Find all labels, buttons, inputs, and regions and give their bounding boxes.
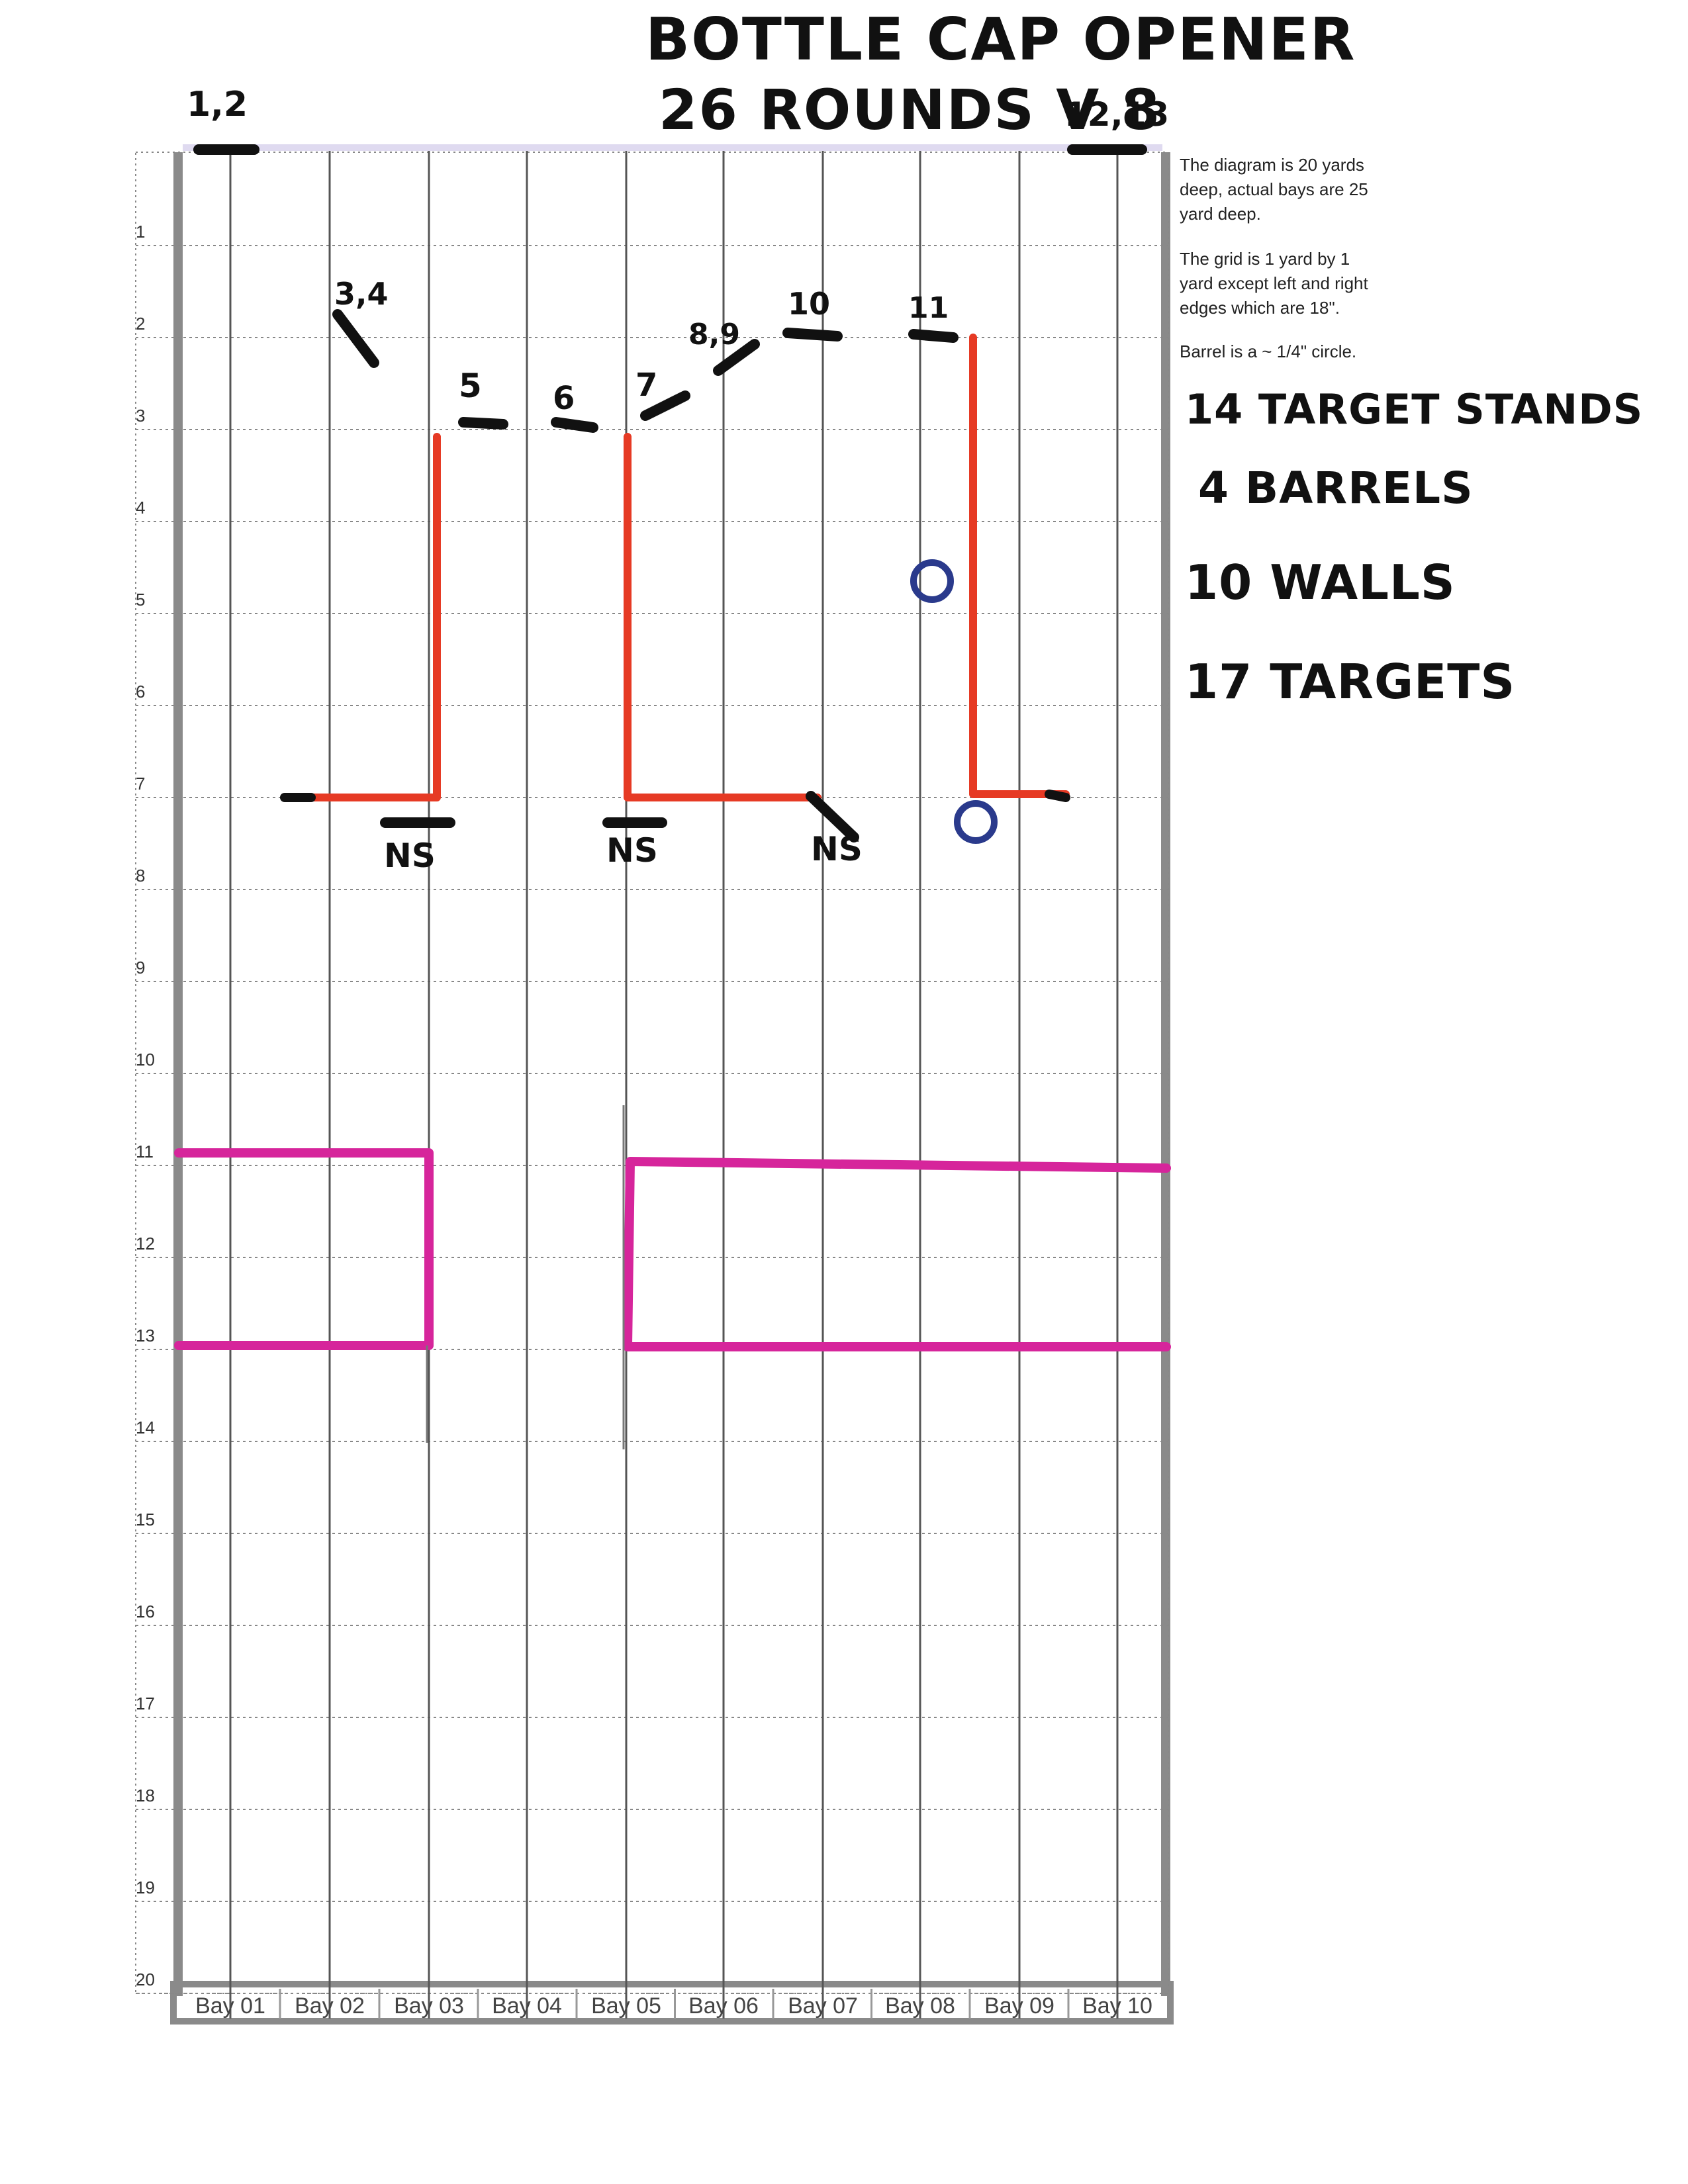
total-line: 10 WALLS [1185, 555, 1456, 610]
target-stand-icon [332, 309, 379, 368]
target-number-label: 12,13 [1064, 95, 1169, 134]
target-number-label: 6 [553, 380, 575, 417]
target-stand-icon [640, 390, 690, 421]
row-number-label: 18 [136, 1786, 155, 1805]
target-number-label: 5 [459, 367, 482, 405]
target-number-label: 10 [788, 286, 830, 322]
stage-totals: 14 TARGET STANDS 4 BARRELS 10 WALLS 17 TARG… [1185, 385, 1643, 709]
row-number-label: 5 [136, 590, 145, 610]
row-number-label: 15 [136, 1510, 155, 1529]
note-line: edges which are 18". [1180, 298, 1340, 318]
row-number-label: 13 [136, 1326, 155, 1345]
bay-label: Bay 02 [295, 1993, 365, 2019]
note-line: Barrel is a ~ 1/4" circle. [1180, 341, 1356, 361]
row-number-label: 16 [136, 1602, 155, 1621]
wall-end-cap [1045, 790, 1070, 802]
walls [174, 334, 1171, 1449]
target-number-labels: 1,2 3,4 5 6 7 8,9 10 11 12,13 [187, 85, 1169, 417]
no-shoot-label: NS [384, 837, 436, 875]
wall-magenta-left [174, 1148, 434, 1350]
barrels [910, 559, 998, 844]
wall-red-left [284, 433, 441, 801]
bay-label: Bay 08 [885, 1993, 955, 2019]
diagram-notes: The diagram is 20 yards deep, actual bays… [1180, 155, 1368, 361]
bay-label-frame [170, 1981, 1174, 2025]
row-number-label: 1 [136, 222, 145, 242]
target-number-label: 3,4 [334, 276, 389, 312]
target-number-label: 11 [908, 291, 949, 325]
note-line: yard deep. [1180, 204, 1261, 224]
bay-label: Bay 07 [788, 1993, 858, 2019]
no-shoot-label: NS [811, 830, 863, 868]
target-stand-icon [713, 339, 760, 376]
row-number-label: 10 [136, 1050, 155, 1069]
wall-red-center [624, 433, 821, 801]
row-number-label: 3 [136, 406, 145, 426]
total-line: 14 TARGET STANDS [1185, 385, 1643, 433]
barrel-icon [954, 800, 998, 844]
bay-label: Bay 01 [195, 1993, 265, 2019]
target-number-label: 7 [635, 367, 657, 404]
wall-magenta-right [623, 1157, 1171, 1351]
bay-label: Bay 09 [984, 1993, 1055, 2019]
target-stand-icon [551, 417, 598, 433]
target-stands [193, 144, 1147, 842]
outer-dotted-frame [135, 152, 1169, 1994]
row-number-label: 12 [136, 1234, 155, 1253]
row-number-label: 14 [136, 1418, 155, 1437]
row-number-label: 8 [136, 866, 145, 886]
total-line: 17 TARGETS [1185, 654, 1515, 709]
note-line: The grid is 1 yard by 1 [1180, 249, 1350, 269]
title-line-1: BOTTLE CAP OPENER [645, 5, 1356, 73]
total-line: 4 BARRELS [1198, 463, 1474, 514]
row-number-label: 20 [136, 1970, 155, 1989]
target-stand-icon [782, 328, 843, 341]
row-number-label: 11 [136, 1142, 154, 1161]
target-number-label: 1,2 [187, 85, 248, 124]
bay-label: Bay 03 [394, 1993, 464, 2019]
row-number-label: 7 [136, 774, 145, 794]
note-line: yard except left and right [1180, 273, 1368, 293]
target-stand-icon [458, 417, 508, 430]
wall-red-right [969, 334, 1070, 798]
no-shoot-label: NS [606, 831, 658, 870]
bay-label-row: Bay 01 Bay 02 Bay 03 Bay 04 Bay 05 Bay 06 Bay … [195, 1989, 1152, 2019]
row-number-label: 6 [136, 682, 145, 702]
bay-label: Bay 04 [492, 1993, 562, 2019]
range-grid [135, 144, 1174, 2025]
row-number-label: 19 [136, 1878, 155, 1897]
row-number-label: 2 [136, 314, 145, 334]
title-line-2: 26 ROUNDS V 8 [659, 77, 1161, 142]
bay-label: Bay 06 [688, 1993, 759, 2019]
bay-label: Bay 10 [1082, 1993, 1152, 2019]
no-shoot-labels: NS NS NS [384, 830, 863, 875]
target-number-label: 8,9 [688, 318, 740, 351]
bay-label: Bay 05 [591, 1993, 661, 2019]
top-strip [183, 144, 1162, 151]
row-number-label: 4 [136, 498, 145, 518]
target-stand-icon [908, 329, 959, 343]
note-line: deep, actual bays are 25 [1180, 179, 1368, 199]
note-line: The diagram is 20 yards [1180, 155, 1364, 175]
barrel-icon [910, 559, 954, 603]
row-number-label: 17 [136, 1694, 155, 1713]
row-number-label: 9 [136, 958, 145, 978]
target-stand-icon [806, 791, 859, 842]
